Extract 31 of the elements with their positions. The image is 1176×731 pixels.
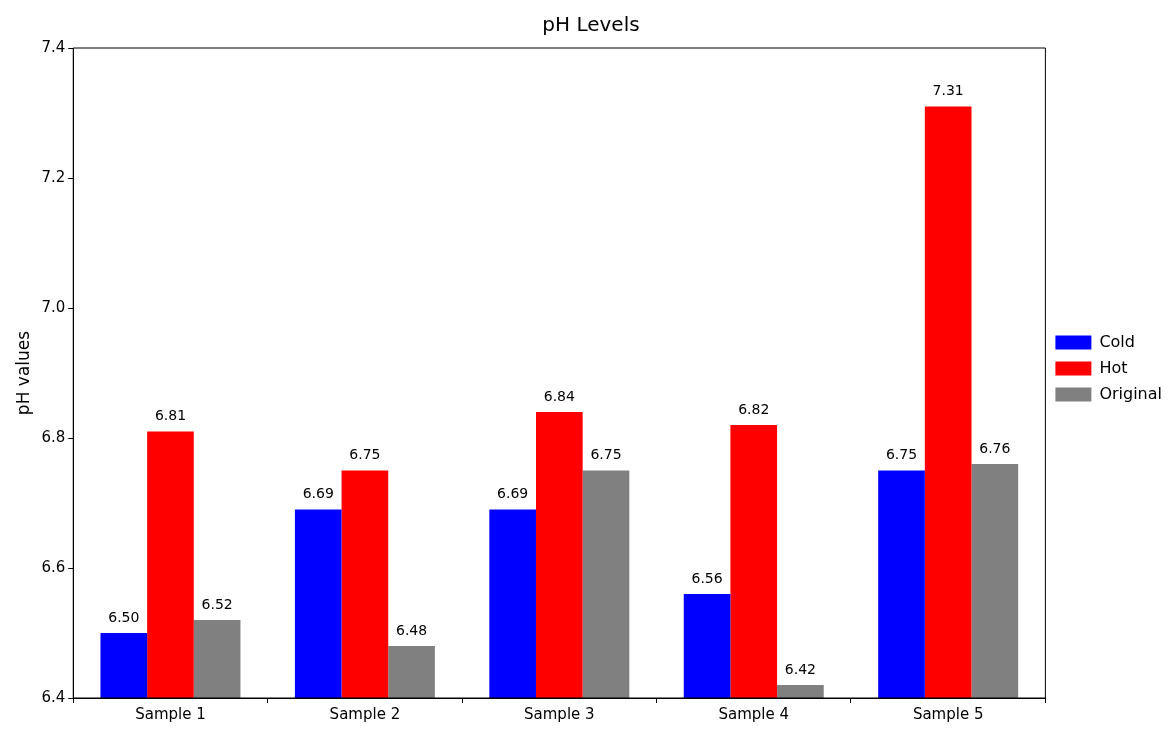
x-tick-label: Sample 2 — [329, 704, 401, 723]
legend-label: Hot — [1099, 357, 1128, 377]
data-label: 6.75 — [590, 446, 622, 463]
y-tick-label: 6.8 — [41, 427, 66, 446]
x-tick-label: Sample 3 — [524, 704, 595, 723]
legend-label: Original — [1099, 383, 1162, 403]
x-tick-label: Sample 1 — [135, 704, 206, 723]
data-label: 6.82 — [738, 400, 770, 417]
x-tick-label: Sample 4 — [718, 704, 790, 723]
data-label: 6.52 — [201, 595, 233, 612]
y-tick-label: 7.0 — [41, 297, 66, 316]
x-tick-label: Sample 5 — [912, 704, 984, 723]
chart-title: pH Levels — [542, 12, 640, 37]
data-label: 6.56 — [691, 569, 723, 586]
data-label: 6.76 — [979, 439, 1011, 456]
data-label: 6.50 — [108, 608, 140, 625]
data-label: 6.48 — [395, 621, 428, 638]
y-tick-label: 6.4 — [41, 687, 66, 706]
legend-label: Cold — [1099, 331, 1135, 351]
data-label: 6.42 — [784, 660, 816, 677]
y-axis-title: pH values — [12, 330, 33, 416]
y-tick-label: 7.4 — [41, 37, 66, 56]
y-tick-label: 7.2 — [41, 167, 66, 186]
data-label: 6.69 — [302, 485, 334, 502]
data-label: 6.84 — [543, 387, 575, 404]
data-label: 6.81 — [154, 407, 187, 424]
data-label: 6.75 — [885, 446, 918, 463]
data-label: 7.31 — [932, 82, 964, 99]
data-label: 6.69 — [497, 485, 529, 502]
y-tick-label: 6.6 — [41, 557, 66, 576]
data-label: 6.75 — [349, 446, 381, 463]
